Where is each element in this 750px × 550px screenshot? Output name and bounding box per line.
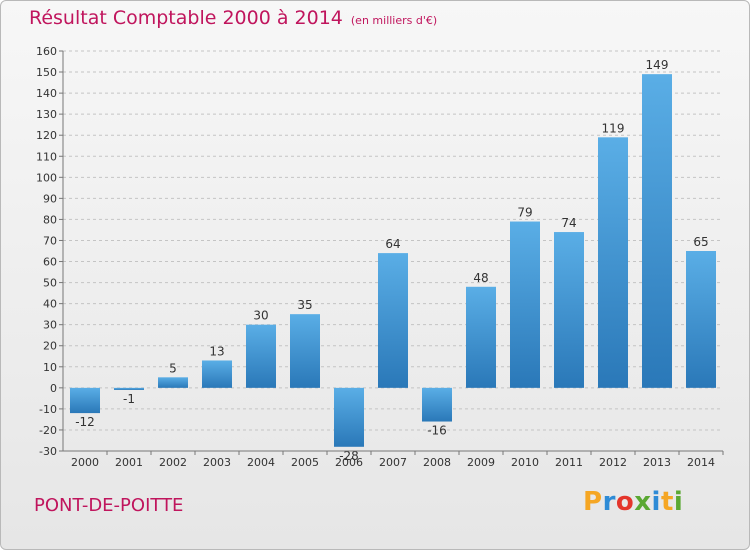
- x-tick-label: 2002: [159, 456, 187, 469]
- y-tick-label: -30: [39, 445, 57, 458]
- chart-title: Résultat Comptable 2000 à 2014 (en millie…: [29, 7, 437, 29]
- bar-value-label: -28: [339, 449, 359, 463]
- bar: [642, 74, 672, 388]
- bar: [70, 387, 100, 414]
- y-tick-label: 90: [43, 192, 57, 205]
- bar: [334, 387, 364, 447]
- bar-value-label: 74: [561, 216, 576, 230]
- x-tick-label: 2003: [203, 456, 231, 469]
- commune-name: PONT-DE-POITTE: [34, 495, 184, 516]
- logo-letter: i: [673, 487, 684, 517]
- bar: [378, 253, 408, 388]
- y-tick-label: 20: [43, 340, 57, 353]
- bar: [202, 360, 232, 388]
- x-tick-label: 2011: [555, 456, 583, 469]
- bar-value-label: 64: [385, 237, 400, 251]
- bar-value-label: 79: [517, 206, 532, 220]
- logo-letter: o: [615, 487, 635, 517]
- logo-letter: i: [651, 487, 661, 517]
- bar-value-label: -16: [427, 424, 447, 438]
- bar: [686, 251, 716, 388]
- bar: [114, 387, 144, 390]
- y-tick-label: 160: [36, 45, 57, 58]
- y-tick-label: 80: [43, 213, 57, 226]
- proxiti-logo: Proxiti: [583, 487, 683, 517]
- bar-value-label: 65: [693, 235, 708, 249]
- x-tick-label: 2009: [467, 456, 495, 469]
- bar-value-label: 48: [473, 271, 488, 285]
- bar: [422, 387, 452, 422]
- bar: [246, 324, 276, 388]
- y-tick-label: 100: [36, 171, 57, 184]
- y-tick-label: 130: [36, 108, 57, 121]
- x-tick-label: 2013: [643, 456, 671, 469]
- y-tick-label: 110: [36, 150, 57, 163]
- y-tick-label: 50: [43, 277, 57, 290]
- y-tick-label: 0: [50, 382, 57, 395]
- logo-letter: x: [634, 487, 652, 517]
- x-tick-label: 2008: [423, 456, 451, 469]
- y-tick-label: 140: [36, 87, 57, 100]
- bar: [554, 232, 584, 388]
- logo-letter: t: [660, 487, 674, 517]
- y-tick-label: 10: [43, 361, 57, 374]
- y-tick-label: -10: [39, 403, 57, 416]
- bar-value-label: 119: [602, 121, 625, 135]
- x-tick-label: 2006: [335, 456, 363, 469]
- bar-value-label: 35: [297, 298, 312, 312]
- x-tick-label: 2007: [379, 456, 407, 469]
- x-tick-label: 2010: [511, 456, 539, 469]
- bar-value-label: 30: [253, 309, 268, 323]
- y-tick-label: 70: [43, 234, 57, 247]
- x-tick-label: 2012: [599, 456, 627, 469]
- bar: [158, 377, 188, 388]
- x-tick-label: 2005: [291, 456, 319, 469]
- bar-value-label: -12: [75, 415, 95, 429]
- bar: [290, 314, 320, 388]
- y-tick-label: 30: [43, 319, 57, 332]
- y-tick-label: 150: [36, 66, 57, 79]
- bar-value-label: 13: [209, 344, 224, 358]
- chart-title-text: Résultat Comptable 2000 à 2014: [29, 7, 343, 29]
- y-tick-label: 40: [43, 298, 57, 311]
- bar: [598, 137, 628, 388]
- bar-value-label: -1: [123, 392, 135, 406]
- chart-subtitle: (en milliers d'€): [350, 14, 438, 27]
- y-tick-label: 120: [36, 129, 57, 142]
- bar-value-label: 5: [169, 361, 177, 375]
- x-tick-label: 2000: [71, 456, 99, 469]
- bar: [510, 221, 540, 388]
- bar: [466, 286, 496, 388]
- y-tick-label: 60: [43, 256, 57, 269]
- y-tick-label: -20: [39, 424, 57, 437]
- logo-letter: P: [583, 487, 603, 517]
- x-tick-label: 2004: [247, 456, 275, 469]
- bar-value-label: 149: [646, 58, 669, 72]
- x-tick-label: 2001: [115, 456, 143, 469]
- x-tick-label: 2014: [687, 456, 715, 469]
- logo-letter: r: [602, 487, 616, 517]
